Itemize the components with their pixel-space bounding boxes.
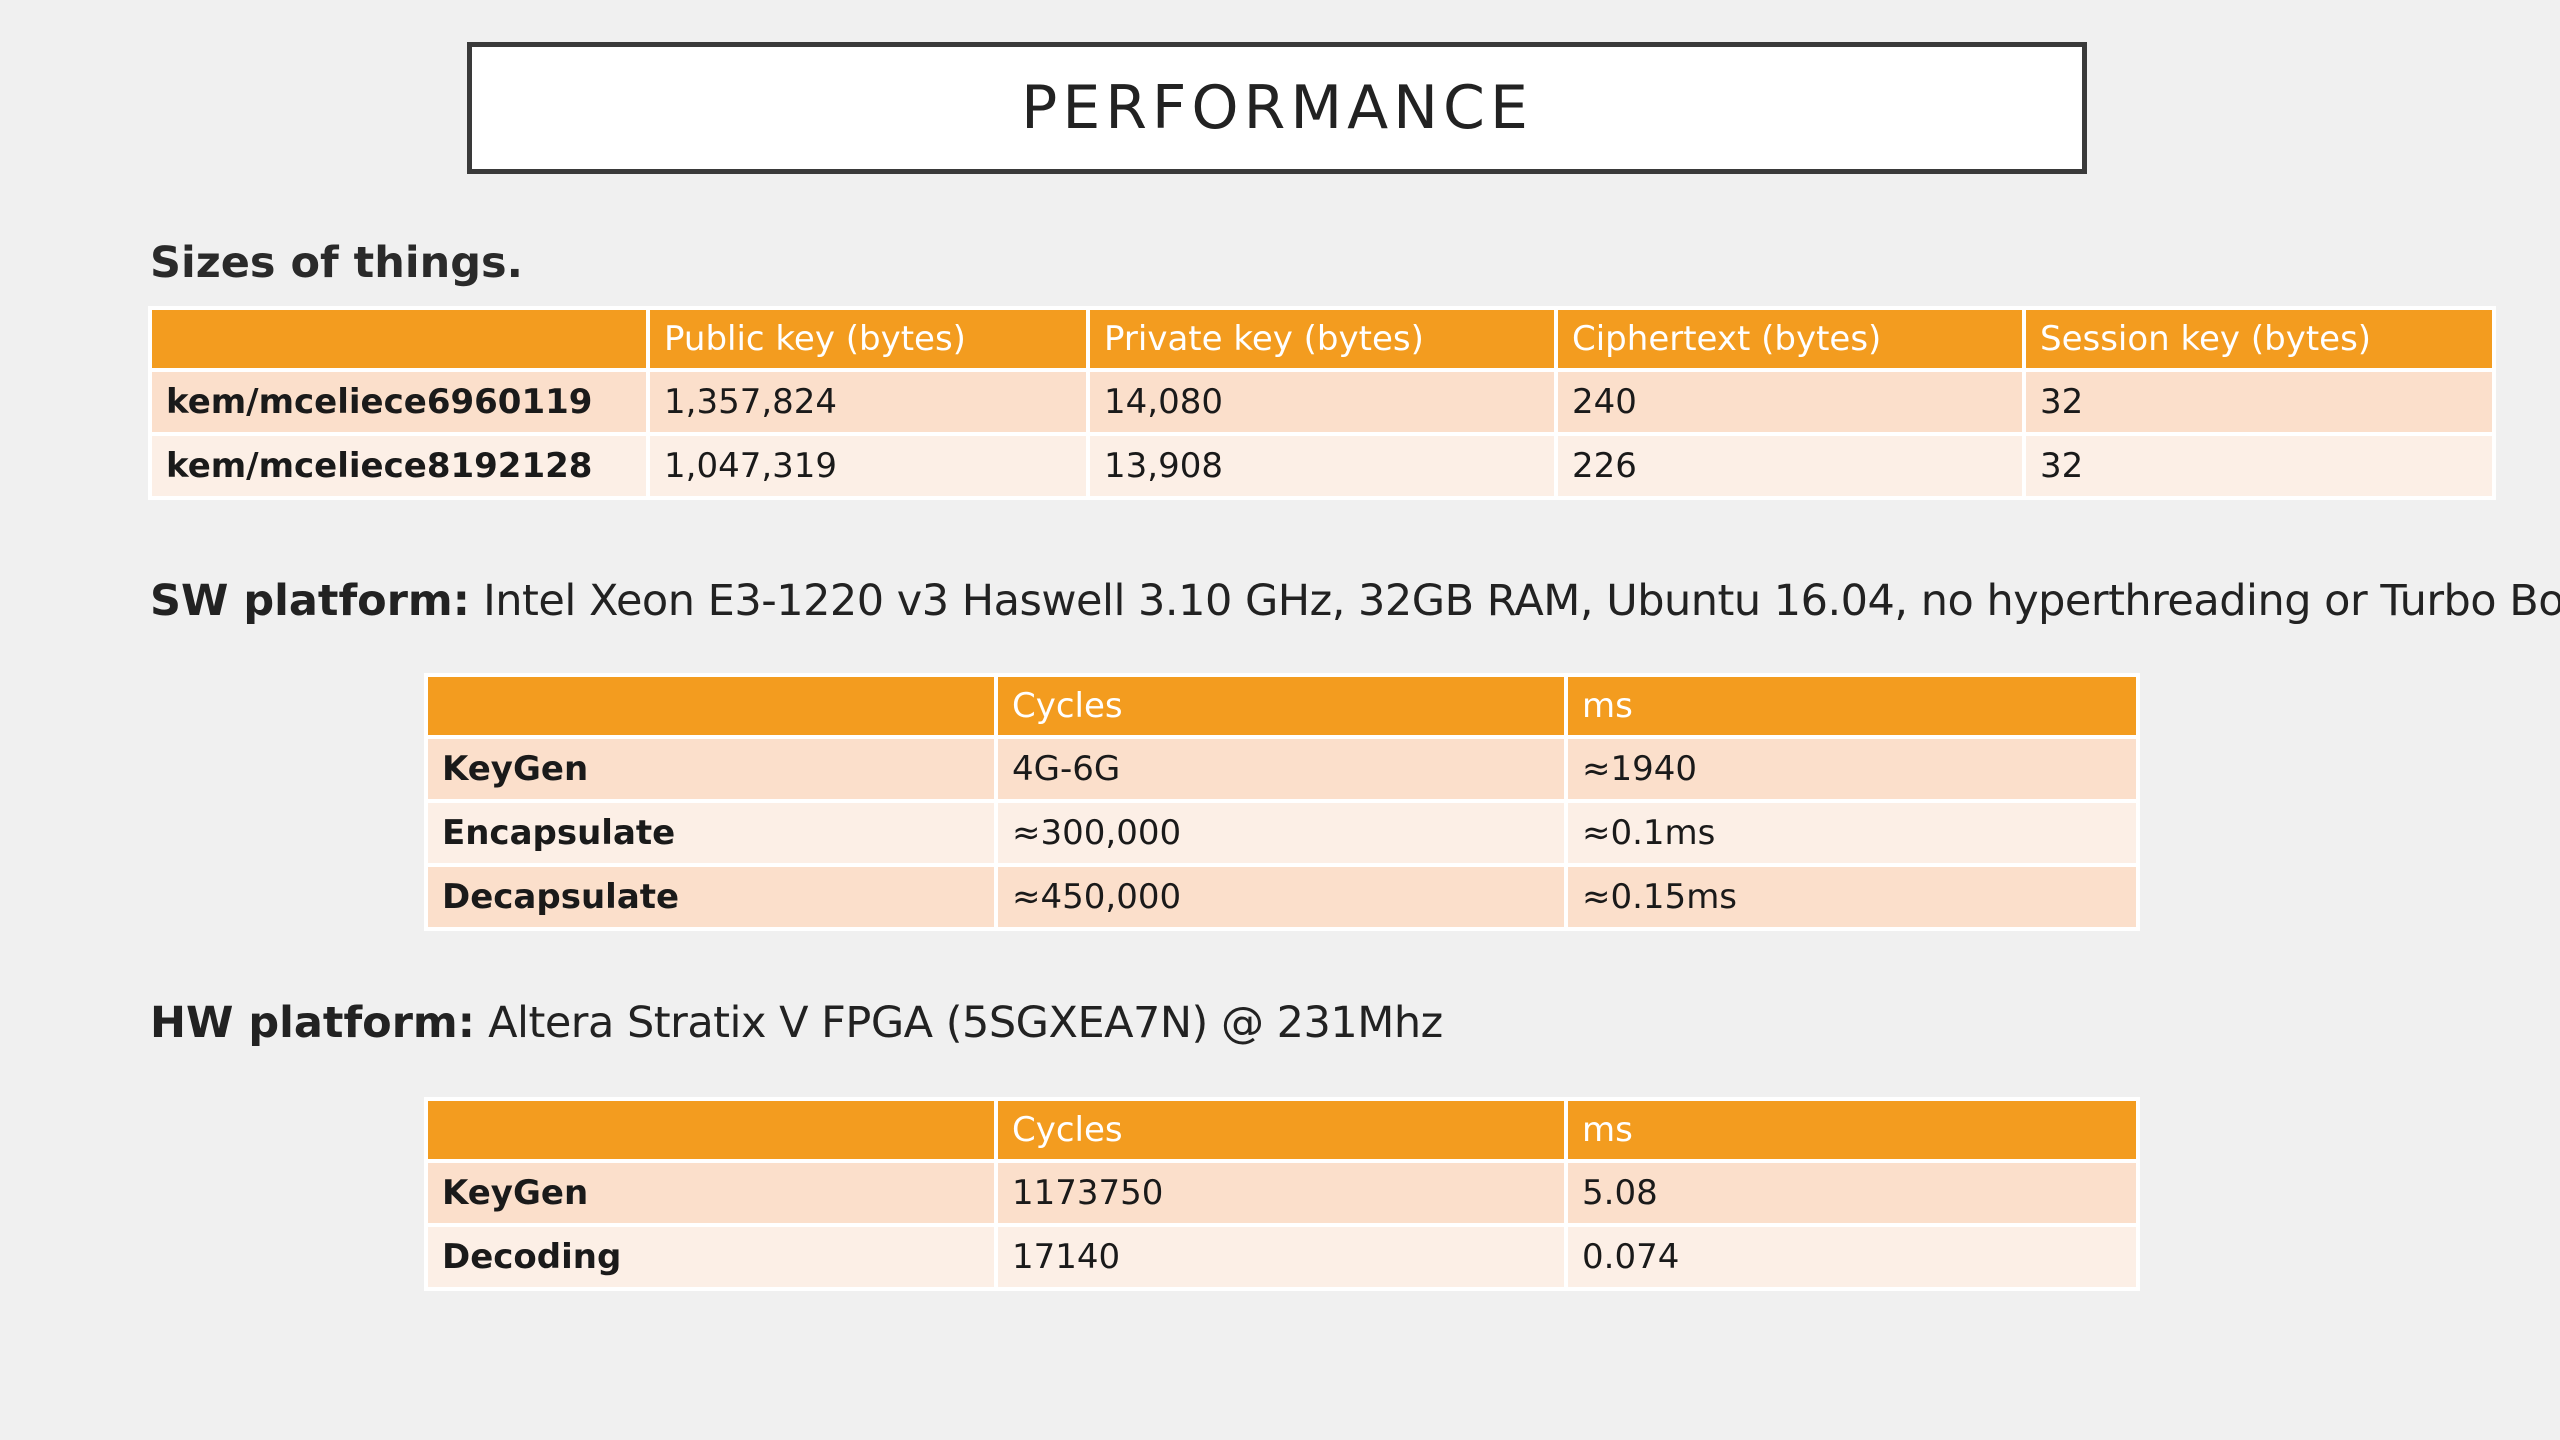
sizes-header-row: Public key (bytes) Private key (bytes) C… — [152, 310, 2492, 368]
hw-header-row: Cycles ms — [428, 1101, 2136, 1159]
sw-table: Cycles ms KeyGen 4G-6G ≈1940 Encapsulate… — [424, 673, 2140, 931]
title-box: PERFORMANCE — [467, 42, 2087, 174]
table-cell: ≈0.15ms — [1568, 867, 2136, 927]
table-row: Decapsulate ≈450,000 ≈0.15ms — [428, 867, 2136, 927]
row-label: KeyGen — [428, 739, 994, 799]
sw-platform-description: Intel Xeon E3-1220 v3 Haswell 3.10 GHz, … — [469, 576, 2560, 626]
table-row: Encapsulate ≈300,000 ≈0.1ms — [428, 803, 2136, 863]
sizes-heading: Sizes of things. — [150, 238, 523, 288]
table-cell: 0.074 — [1568, 1227, 2136, 1287]
table-cell: 1173750 — [998, 1163, 1564, 1223]
table-cell: 5.08 — [1568, 1163, 2136, 1223]
hw-table: Cycles ms KeyGen 1173750 5.08 Decoding 1… — [424, 1097, 2140, 1291]
sizes-header-blank — [152, 310, 646, 368]
hw-header-ms: ms — [1568, 1101, 2136, 1159]
sw-header-ms: ms — [1568, 677, 2136, 735]
table-cell: 32 — [2026, 436, 2492, 496]
table-cell: 1,357,824 — [650, 372, 1086, 432]
hw-header-cycles: Cycles — [998, 1101, 1564, 1159]
sizes-header-ciphertext: Ciphertext (bytes) — [1558, 310, 2022, 368]
table-cell: ≈300,000 — [998, 803, 1564, 863]
page-title: PERFORMANCE — [1021, 73, 1533, 143]
table-cell: 240 — [1558, 372, 2022, 432]
sizes-header-private-key: Private key (bytes) — [1090, 310, 1554, 368]
table-cell: 14,080 — [1090, 372, 1554, 432]
table-cell: 13,908 — [1090, 436, 1554, 496]
table-cell: ≈450,000 — [998, 867, 1564, 927]
table-cell: 1,047,319 — [650, 436, 1086, 496]
sw-header-cycles: Cycles — [998, 677, 1564, 735]
table-cell: ≈1940 — [1568, 739, 2136, 799]
hw-platform-description: Altera Stratix V FPGA (5SGXEA7N) @ 231Mh… — [474, 998, 1443, 1048]
row-label: Decapsulate — [428, 867, 994, 927]
sw-platform-line: SW platform: Intel Xeon E3-1220 v3 Haswe… — [150, 576, 2560, 626]
row-label: kem/mceliece6960119 — [152, 372, 646, 432]
table-cell: 32 — [2026, 372, 2492, 432]
table-row: kem/mceliece6960119 1,357,824 14,080 240… — [152, 372, 2492, 432]
row-label: Decoding — [428, 1227, 994, 1287]
table-cell: 17140 — [998, 1227, 1564, 1287]
table-cell: 4G-6G — [998, 739, 1564, 799]
row-label: kem/mceliece8192128 — [152, 436, 646, 496]
row-label: Encapsulate — [428, 803, 994, 863]
table-row: KeyGen 1173750 5.08 — [428, 1163, 2136, 1223]
sw-header-row: Cycles ms — [428, 677, 2136, 735]
hw-platform-label: HW platform: — [150, 998, 475, 1048]
sizes-table: Public key (bytes) Private key (bytes) C… — [148, 306, 2496, 500]
sw-header-blank — [428, 677, 994, 735]
table-cell: ≈0.1ms — [1568, 803, 2136, 863]
sizes-header-session-key: Session key (bytes) — [2026, 310, 2492, 368]
table-row: kem/mceliece8192128 1,047,319 13,908 226… — [152, 436, 2492, 496]
table-row: Decoding 17140 0.074 — [428, 1227, 2136, 1287]
sizes-header-public-key: Public key (bytes) — [650, 310, 1086, 368]
table-row: KeyGen 4G-6G ≈1940 — [428, 739, 2136, 799]
table-cell: 226 — [1558, 436, 2022, 496]
row-label: KeyGen — [428, 1163, 994, 1223]
hw-header-blank — [428, 1101, 994, 1159]
hw-platform-line: HW platform: Altera Stratix V FPGA (5SGX… — [150, 998, 1443, 1048]
sw-platform-label: SW platform: — [150, 576, 470, 626]
